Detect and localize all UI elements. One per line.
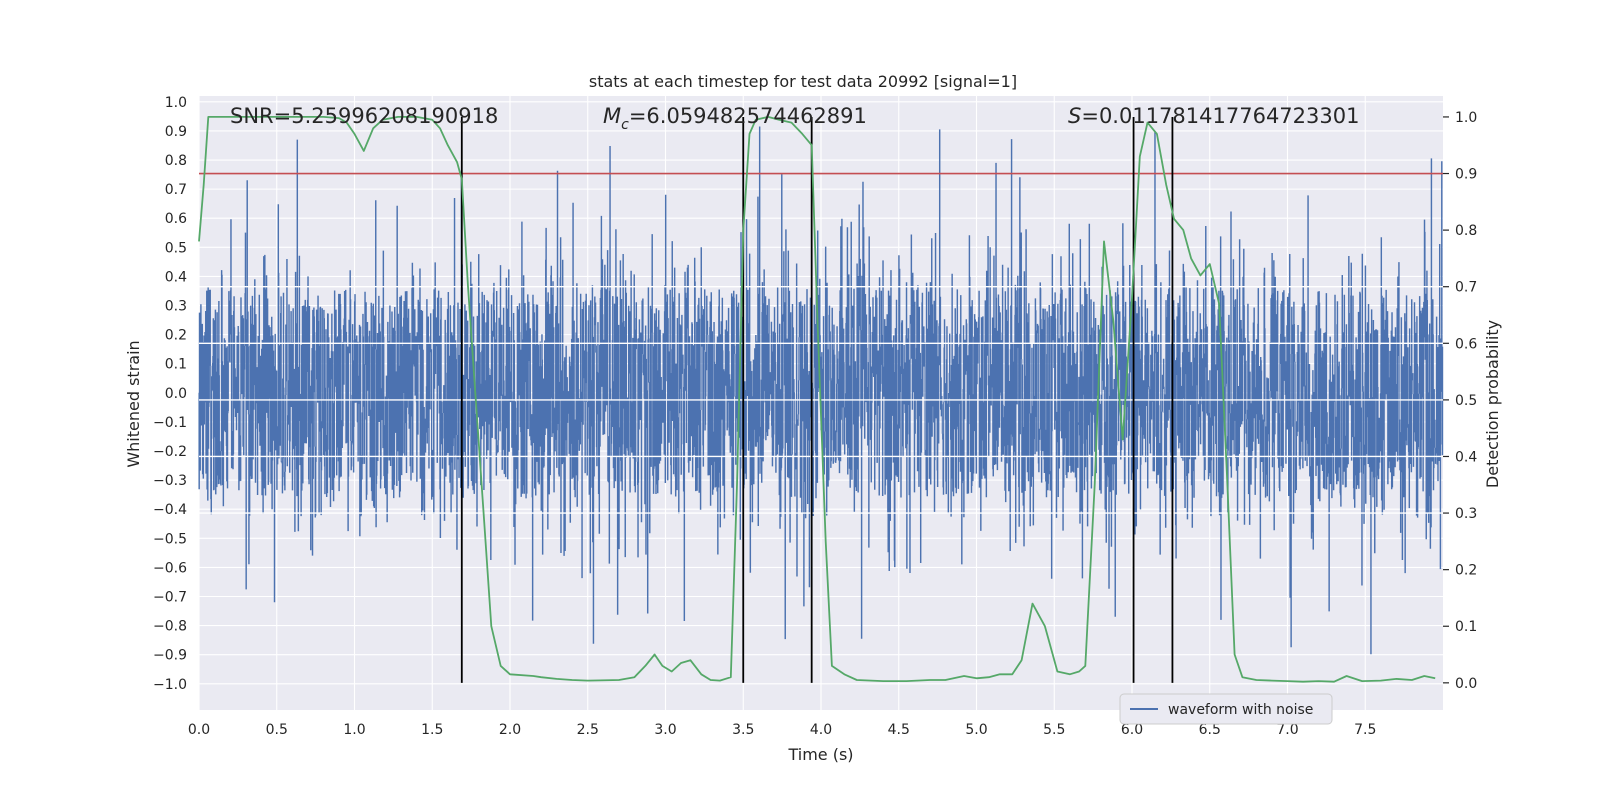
x-tick-label: 5.0 — [965, 722, 987, 738]
y-tick-label: 0.4 — [165, 269, 187, 285]
y2-tick-label: 0.8 — [1455, 223, 1477, 239]
y-tick-label: 0.1 — [165, 357, 187, 373]
chart-title: stats at each timestep for test data 209… — [589, 72, 1017, 91]
y2-tick-label: 0.6 — [1455, 336, 1477, 352]
y2-tick-label: 1.0 — [1455, 110, 1477, 126]
waveform-path — [198, 126, 1444, 655]
detection-probability-line — [198, 116, 1436, 683]
y-tick-label: −0.3 — [153, 473, 187, 489]
x-axis-label: Time (s) — [787, 745, 853, 764]
y2-tick-label: 0.1 — [1455, 619, 1477, 635]
x-tick-label: 3.0 — [654, 722, 676, 738]
snr-annotation: SNR=5.25996208190918 — [230, 104, 498, 128]
x-tick-label: 3.5 — [732, 722, 754, 738]
y2-tick-label: 0.4 — [1455, 449, 1477, 465]
y-tick-label: 0.5 — [165, 240, 187, 256]
x-axis-ticks: 0.0 0.5 1.0 1.5 2.0 2.5 3.0 3.5 4.0 4.5 5.0 5.5 6.0 6… — [188, 722, 1377, 738]
y2-axis-ticks: 1.0 0.9 0.8 0.7 0.6 0.5 0.4 0.3 0.2 0.1 0.0 — [1443, 110, 1477, 692]
x-tick-label: 6.0 — [1121, 722, 1143, 738]
x-tick-label: 6.5 — [1199, 722, 1221, 738]
spin-value: =0.011781417764723301 — [1081, 104, 1359, 128]
y-tick-label: −1.0 — [153, 677, 187, 693]
x-tick-label: 7.0 — [1276, 722, 1298, 738]
y-tick-label: −0.6 — [153, 560, 187, 576]
x-tick-label: 1.0 — [343, 722, 365, 738]
legend[interactable]: waveform with noise — [1119, 693, 1333, 725]
y-tick-label: 0.9 — [165, 124, 187, 140]
y-tick-label: 0.7 — [165, 182, 187, 198]
x-tick-label: 2.5 — [577, 722, 599, 738]
x-tick-label: 2.0 — [499, 722, 521, 738]
y-axis-ticks: 1.0 0.9 0.8 0.7 0.6 0.5 0.4 0.3 0.2 0.1 0.0 −0.1 −0.… — [153, 95, 187, 693]
y-tick-label: −0.8 — [153, 619, 187, 635]
y-axis-label: Whitened strain — [124, 340, 143, 467]
y-tick-label: 0.0 — [165, 386, 187, 402]
chirp-mass-value: =6.059482574462891 — [629, 104, 867, 128]
x-tick-label: 4.0 — [810, 722, 832, 738]
waveform-series — [198, 126, 1444, 655]
vertical-markers — [460, 116, 1174, 683]
y-tick-label: −0.2 — [153, 444, 187, 460]
y-tick-label: −0.5 — [153, 531, 187, 547]
y-tick-label: −0.9 — [153, 648, 187, 664]
y2-tick-label: 0.7 — [1455, 280, 1477, 296]
x-tick-label: 0.5 — [266, 722, 288, 738]
x-tick-label: 0.0 — [188, 722, 210, 738]
y2-tick-label: 0.5 — [1455, 393, 1477, 409]
y2-axis-label: Detection probability — [1483, 320, 1502, 488]
y2-tick-label: 0.2 — [1455, 563, 1477, 579]
spin-annotation: S=0.011781417764723301 — [1068, 104, 1359, 128]
y2-tick-label: 0.9 — [1455, 167, 1477, 183]
x-tick-label: 4.5 — [888, 722, 910, 738]
y-tick-label: 1.0 — [165, 95, 187, 111]
y-tick-label: −0.4 — [153, 502, 187, 518]
y2-tick-label: 0.3 — [1455, 506, 1477, 522]
y-tick-label: 0.8 — [165, 153, 187, 169]
x-tick-label: 5.5 — [1043, 722, 1065, 738]
y-tick-label: −0.1 — [153, 415, 187, 431]
x-tick-label: 7.5 — [1354, 722, 1376, 738]
y-tick-label: 0.2 — [165, 328, 187, 344]
y-tick-label: 0.6 — [165, 211, 187, 227]
y-tick-label: −0.7 — [153, 590, 187, 606]
y2-tick-label: 0.0 — [1455, 676, 1477, 692]
x-tick-label: 1.5 — [421, 722, 443, 738]
legend-label: waveform with noise — [1168, 702, 1313, 718]
y-tick-label: 0.3 — [165, 299, 187, 315]
chirp-mass-annotation: Mc=6.059482574462891 — [603, 104, 867, 133]
